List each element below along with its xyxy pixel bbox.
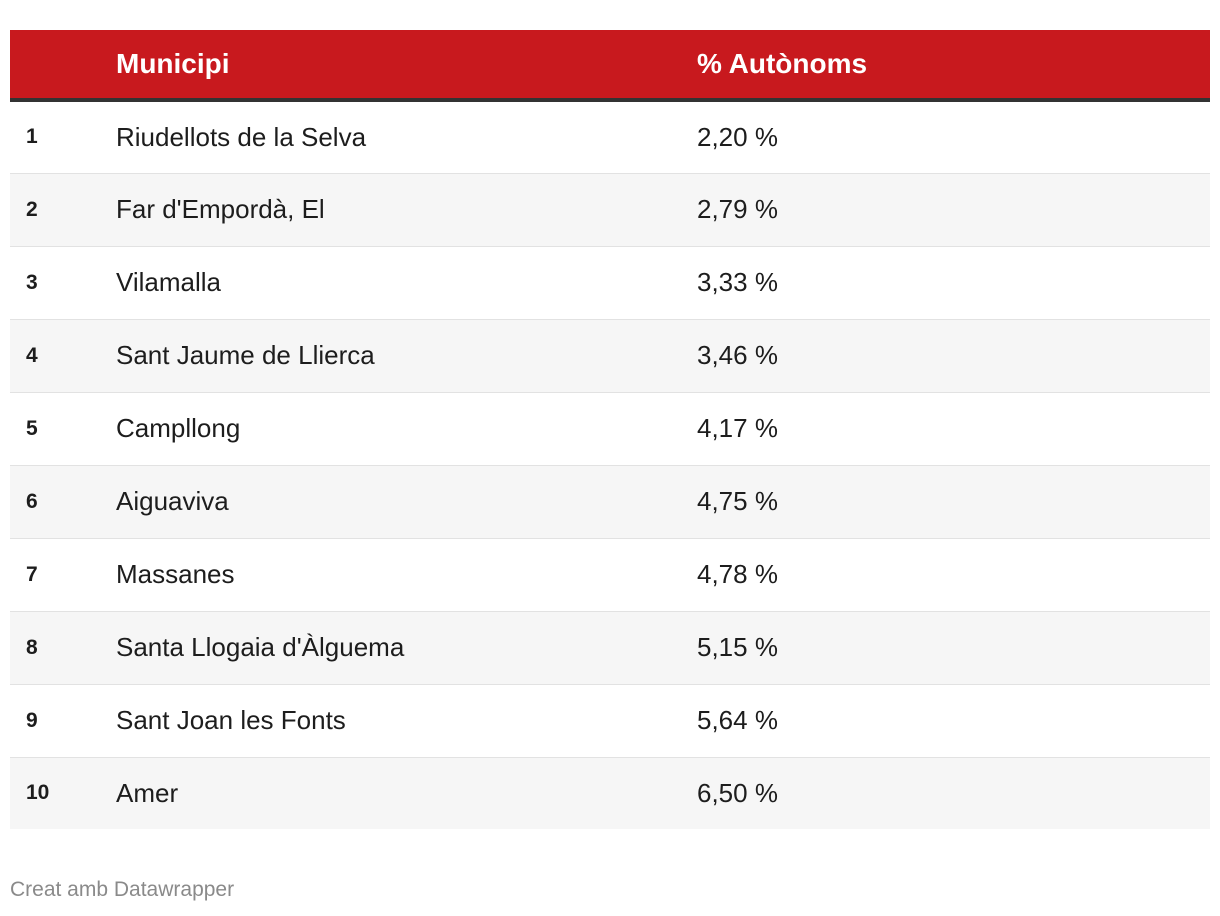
header-row: Municipi % Autònoms (10, 30, 1210, 102)
row-rank: 1 (26, 125, 38, 149)
row-pct-autonoms: 2,79 % (697, 194, 778, 224)
table-row: 10 Amer 6,50 % (10, 757, 1210, 829)
row-municipi: Amer (116, 777, 179, 808)
row-municipi: Campllong (116, 413, 241, 443)
data-table: Municipi % Autònoms 1 Riudellots de la Se… (10, 30, 1210, 829)
row-rank: 5 (26, 416, 38, 440)
row-pct-autonoms: 4,78 % (697, 559, 778, 589)
table-row: 7 Massanes 4,78 % (10, 538, 1210, 611)
row-pct-autonoms: 3,46 % (697, 340, 778, 370)
row-pct-autonoms: 5,15 % (697, 632, 778, 662)
row-rank: 10 (26, 781, 50, 805)
row-pct-autonoms: 4,17 % (697, 413, 778, 443)
table-row: 6 Aiguaviva 4,75 % (10, 465, 1210, 538)
row-rank: 4 (26, 343, 38, 367)
header-municipi: Municipi (116, 30, 697, 102)
row-pct-autonoms: 2,20 % (697, 121, 778, 152)
data-table-container: Municipi % Autònoms 1 Riudellots de la Se… (10, 30, 1210, 829)
table-header: Municipi % Autònoms (10, 30, 1210, 102)
row-rank: 8 (26, 635, 38, 659)
header-pct-autonoms: % Autònoms (697, 30, 1210, 102)
table-body: 1 Riudellots de la Selva 2,20 % 2 Far d'Empo… (10, 100, 1210, 829)
table-row: 1 Riudellots de la Selva 2,20 % (10, 100, 1210, 173)
row-municipi: Sant Joan les Fonts (116, 705, 346, 735)
row-municipi: Massanes (116, 559, 235, 589)
row-rank: 7 (26, 562, 38, 586)
header-rank (10, 30, 116, 102)
row-pct-autonoms: 4,75 % (697, 486, 778, 516)
row-municipi: Riudellots de la Selva (116, 121, 367, 152)
row-municipi: Aiguaviva (116, 486, 229, 516)
row-pct-autonoms: 3,33 % (697, 267, 778, 297)
table-row: 3 Vilamalla 3,33 % (10, 246, 1210, 319)
table-row: 5 Campllong 4,17 % (10, 392, 1210, 465)
row-municipi: Sant Jaume de Llierca (116, 340, 375, 370)
table-row: 8 Santa Llogaia d'Àlguema 5,15 % (10, 611, 1210, 684)
row-rank: 6 (26, 489, 38, 513)
table-row: 4 Sant Jaume de Llierca 3,46 % (10, 319, 1210, 392)
row-rank: 3 (26, 270, 38, 294)
datawrapper-credit: Creat amb Datawrapper (10, 878, 235, 901)
table-row: 9 Sant Joan les Fonts 5,64 % (10, 684, 1210, 757)
row-pct-autonoms: 6,50 % (697, 777, 778, 808)
row-rank: 9 (26, 708, 38, 732)
row-municipi: Vilamalla (116, 267, 222, 297)
row-pct-autonoms: 5,64 % (697, 705, 778, 735)
row-municipi: Santa Llogaia d'Àlguema (116, 632, 405, 662)
row-municipi: Far d'Empordà, El (116, 194, 325, 224)
table-row: 2 Far d'Empordà, El 2,79 % (10, 173, 1210, 246)
row-rank: 2 (26, 197, 38, 221)
